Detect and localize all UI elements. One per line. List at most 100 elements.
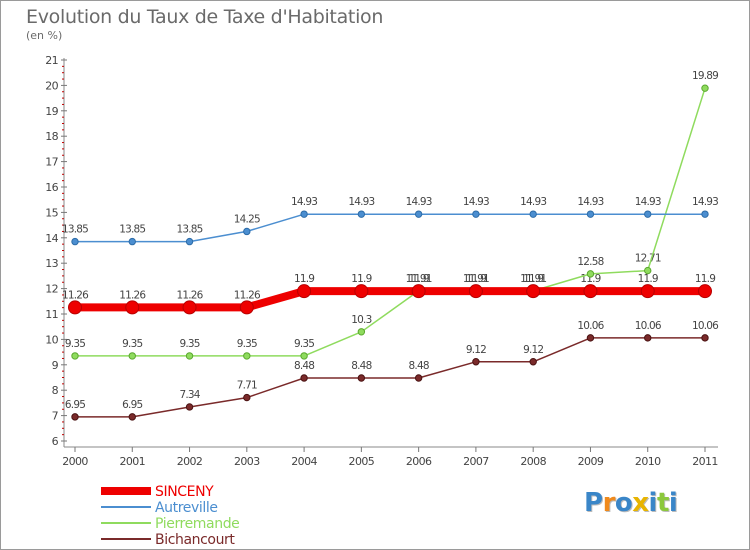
logo-letter: o — [614, 488, 633, 518]
series-line-bichancourt — [75, 337, 705, 418]
data-label: 11.9 — [695, 273, 715, 285]
x-tick-label: 2007 — [463, 455, 489, 468]
data-label: 8.48 — [409, 360, 429, 372]
x-tick-label: 2006 — [406, 455, 432, 468]
data-point — [125, 300, 140, 315]
y-tick-label: 20 — [45, 79, 58, 92]
y-tick-label: 12 — [45, 283, 58, 296]
data-point — [411, 284, 426, 299]
data-point — [243, 227, 251, 236]
data-point — [586, 270, 595, 278]
data-label: 13.85 — [62, 224, 88, 236]
data-point — [529, 358, 537, 366]
data-point — [128, 352, 136, 360]
data-label: 11.26 — [62, 289, 89, 301]
y-tick-label: 13 — [45, 257, 58, 270]
data-label: 14.93 — [406, 196, 432, 208]
data-point — [357, 210, 366, 218]
logo-letter: i — [648, 488, 658, 518]
data-point — [182, 300, 197, 315]
data-point — [583, 284, 598, 299]
data-point — [472, 210, 480, 218]
data-label: 11.26 — [119, 289, 146, 301]
data-label: 11.9 — [466, 273, 486, 285]
data-label: 10.3 — [351, 314, 371, 326]
data-point — [698, 284, 712, 299]
data-label: 12.71 — [635, 253, 661, 265]
y-tick-label: 16 — [45, 181, 58, 194]
data-point — [586, 210, 595, 218]
data-point — [526, 284, 541, 299]
data-point — [414, 374, 423, 382]
data-label: 9.12 — [523, 344, 543, 356]
x-tick-label: 2005 — [349, 455, 375, 468]
data-label: 13.85 — [119, 224, 145, 236]
y-tick-label: 15 — [45, 206, 58, 219]
data-label: 9.35 — [294, 338, 314, 350]
data-label: 14.93 — [463, 196, 489, 208]
y-tick-label: 18 — [45, 130, 58, 143]
x-tick-label: 2000 — [62, 455, 88, 468]
data-label: 14.93 — [291, 196, 317, 208]
data-label: 9.35 — [179, 338, 199, 350]
x-tick-label: 2001 — [119, 455, 145, 468]
data-point — [529, 210, 537, 218]
data-label: 11.26 — [234, 289, 261, 301]
data-point — [239, 300, 254, 315]
legend-label: Autreville — [155, 500, 218, 516]
data-point — [644, 266, 652, 275]
data-label: 10.06 — [577, 320, 604, 332]
data-point — [243, 352, 251, 360]
y-tick-label: 10 — [45, 333, 58, 346]
data-point — [68, 300, 82, 315]
data-label: 14.93 — [520, 196, 546, 208]
data-label: 9.35 — [237, 338, 257, 350]
data-label: 14.25 — [234, 213, 260, 225]
logo-letter: r — [602, 488, 616, 518]
x-tick-label: 2011 — [692, 455, 718, 468]
y-tick-label: 9 — [52, 359, 59, 372]
data-label: 7.71 — [237, 380, 257, 392]
data-label: 10.06 — [692, 320, 719, 332]
data-point — [354, 284, 369, 299]
x-tick-label: 2003 — [234, 455, 260, 468]
data-point — [128, 413, 136, 421]
legend-label: SINCENY — [155, 484, 214, 500]
data-point — [468, 284, 483, 299]
y-tick-label: 11 — [45, 308, 58, 321]
data-point — [357, 328, 366, 336]
data-label: 11.9 — [523, 273, 543, 285]
x-tick-label: 2004 — [291, 455, 317, 468]
data-point — [185, 237, 194, 246]
data-point — [701, 84, 709, 92]
logo-letter: i — [668, 488, 678, 518]
data-point — [300, 374, 308, 382]
data-point — [185, 352, 194, 360]
x-tick-label: 2008 — [520, 455, 546, 468]
data-point — [300, 352, 308, 360]
data-point — [297, 284, 312, 299]
data-label: 11.9 — [409, 273, 429, 285]
data-point — [71, 413, 79, 421]
data-label: 19.89 — [692, 70, 718, 82]
data-label: 10.06 — [635, 320, 662, 332]
data-label: 6.95 — [65, 399, 85, 411]
series-line-sinceny — [75, 287, 705, 312]
x-tick-label: 2009 — [578, 455, 604, 468]
data-label: 11.9 — [294, 273, 314, 285]
data-label: 14.93 — [692, 196, 718, 208]
y-tick-label: 8 — [52, 384, 59, 397]
y-tick-label: 7 — [52, 410, 59, 423]
data-label: 9.35 — [65, 338, 85, 350]
chart-title: Evolution du Taux de Taxe d'Habitation — [26, 6, 384, 28]
chart-unit-label: (en %) — [26, 29, 63, 42]
y-tick-label: 19 — [45, 105, 58, 118]
data-point — [701, 334, 709, 342]
data-label: 14.93 — [635, 196, 661, 208]
y-tick-label: 6 — [52, 435, 59, 448]
data-label: 9.12 — [466, 344, 486, 356]
data-label: 12.58 — [577, 256, 603, 268]
legend-label: Bichancourt — [155, 532, 235, 548]
